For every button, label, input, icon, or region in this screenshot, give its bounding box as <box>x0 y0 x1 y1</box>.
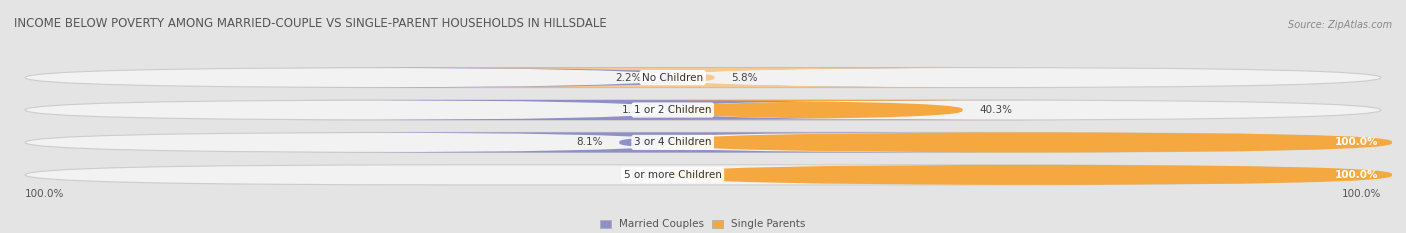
FancyBboxPatch shape <box>576 100 1059 120</box>
Text: 2.2%: 2.2% <box>616 73 641 83</box>
FancyBboxPatch shape <box>287 132 1005 152</box>
FancyBboxPatch shape <box>25 100 1381 120</box>
FancyBboxPatch shape <box>25 165 1381 185</box>
Text: No Children: No Children <box>643 73 703 83</box>
Text: INCOME BELOW POVERTY AMONG MARRIED-COUPLE VS SINGLE-PARENT HOUSEHOLDS IN HILLSDA: INCOME BELOW POVERTY AMONG MARRIED-COUPL… <box>14 17 607 30</box>
Text: 0.0%: 0.0% <box>630 170 657 180</box>
FancyBboxPatch shape <box>672 165 1392 185</box>
Legend: Married Couples, Single Parents: Married Couples, Single Parents <box>596 215 810 233</box>
Text: 8.1%: 8.1% <box>576 137 603 147</box>
Text: 100.0%: 100.0% <box>1341 189 1381 199</box>
Text: 5 or more Children: 5 or more Children <box>624 170 721 180</box>
Text: 3 or 4 Children: 3 or 4 Children <box>634 137 711 147</box>
FancyBboxPatch shape <box>25 68 1381 88</box>
FancyBboxPatch shape <box>25 132 1381 152</box>
Text: 100.0%: 100.0% <box>25 189 65 199</box>
FancyBboxPatch shape <box>329 68 1059 88</box>
Text: 100.0%: 100.0% <box>1334 137 1378 147</box>
FancyBboxPatch shape <box>287 100 1050 120</box>
Text: 1 or 2 Children: 1 or 2 Children <box>634 105 711 115</box>
FancyBboxPatch shape <box>672 132 1392 152</box>
Text: Source: ZipAtlas.com: Source: ZipAtlas.com <box>1288 20 1392 30</box>
Text: 1.2%: 1.2% <box>621 105 648 115</box>
FancyBboxPatch shape <box>287 68 1045 88</box>
Text: 40.3%: 40.3% <box>979 105 1012 115</box>
Text: 100.0%: 100.0% <box>1334 170 1378 180</box>
Text: 5.8%: 5.8% <box>731 73 758 83</box>
